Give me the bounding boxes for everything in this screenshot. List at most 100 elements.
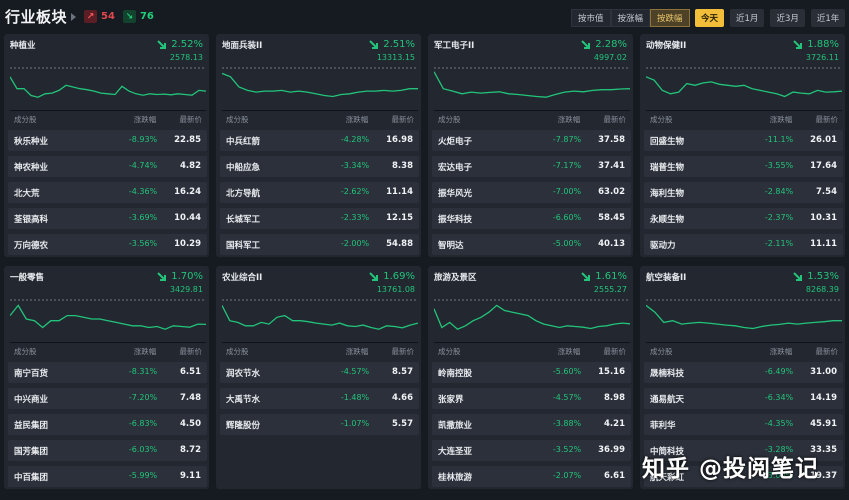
stock-row[interactable]: 火炬电子 -7.87% 37.58 xyxy=(432,130,631,151)
sort-by-market-cap-button[interactable]: 按市值 xyxy=(571,9,611,27)
col-price: 最新价 xyxy=(603,347,627,356)
range-1y-button[interactable]: 近1年 xyxy=(810,9,846,27)
stock-row[interactable]: 航天彩虹 -3.00% 19.37 xyxy=(644,466,843,487)
stock-price: 15.16 xyxy=(598,367,625,377)
column-header: 成分股 涨跌幅 最新价 xyxy=(646,346,842,358)
stock-name: 国芳集团 xyxy=(14,447,49,457)
stock-row[interactable]: 大连圣亚 -3.52% 36.99 xyxy=(432,440,631,461)
sort-by-loss-button[interactable]: 按跌幅 xyxy=(650,9,690,27)
stock-name: 中船应急 xyxy=(226,163,261,173)
stock-row[interactable]: 万向德农 -3.56% 10.29 xyxy=(8,234,207,255)
col-price: 最新价 xyxy=(603,115,627,124)
stock-row[interactable]: 秋乐种业 -8.93% 22.85 xyxy=(8,130,207,151)
stock-row[interactable]: 中船应急 -3.34% 8.38 xyxy=(220,156,419,177)
stock-row[interactable]: 中兴商业 -7.20% 7.48 xyxy=(8,388,207,409)
divider xyxy=(646,342,842,343)
stock-row[interactable]: 海利生物 -2.84% 7.54 xyxy=(644,182,843,203)
column-header: 成分股 涨跌幅 最新价 xyxy=(222,346,418,358)
stock-change: -3.00% xyxy=(764,471,794,480)
stock-change: -3.56% xyxy=(128,239,158,248)
stock-list: 中兵红箭 -4.28% 16.98 中船应急 -3.34% 8.38 北方导航 … xyxy=(220,130,419,260)
stock-price: 63.02 xyxy=(598,187,625,197)
stock-row[interactable]: 永顺生物 -2.37% 10.31 xyxy=(644,208,843,229)
stock-list: 南宁百货 -8.31% 6.51 中兴商业 -7.20% 7.48 益民集团 -… xyxy=(8,362,207,492)
col-stock: 成分股 xyxy=(226,347,249,356)
stock-row[interactable]: 智明达 -5.00% 40.13 xyxy=(432,234,631,255)
range-3m-button[interactable]: 近3月 xyxy=(770,9,805,27)
stock-row[interactable]: 辉隆股份 -1.07% 5.57 xyxy=(220,414,419,435)
stock-row[interactable]: 国芳集团 -6.03% 8.72 xyxy=(8,440,207,461)
stock-row[interactable]: 中百集团 -5.99% 9.11 xyxy=(8,466,207,487)
stock-name: 中简科技 xyxy=(650,447,685,457)
stock-price: 45.91 xyxy=(810,419,837,429)
stock-change: -6.83% xyxy=(128,419,158,428)
stock-price: 19.37 xyxy=(810,471,837,481)
stock-change: -5.00% xyxy=(552,239,582,248)
stock-row[interactable]: 神农种业 -4.74% 4.82 xyxy=(8,156,207,177)
stock-change: -6.49% xyxy=(764,367,794,376)
sector-index-value: 8268.39 xyxy=(805,285,839,294)
stock-change: -8.93% xyxy=(128,135,158,144)
stock-change: -2.33% xyxy=(340,213,370,222)
stock-price: 33.35 xyxy=(810,445,837,455)
sector-card[interactable]: 动物保健II 1.88% 3726.11 成分股 涨跌幅 最新价 回盛生物 -1… xyxy=(640,34,845,257)
stock-name: 驱动力 xyxy=(650,241,676,251)
sector-card[interactable]: 旅游及景区 1.61% 2555.27 成分股 涨跌幅 最新价 岭南控股 -5.… xyxy=(428,266,633,489)
range-1m-button[interactable]: 近1月 xyxy=(730,9,765,27)
stock-row[interactable]: 晟楠科技 -6.49% 31.00 xyxy=(644,362,843,383)
stock-change: -8.31% xyxy=(128,367,158,376)
stock-price: 9.11 xyxy=(180,471,201,481)
sector-card[interactable]: 一般零售 1.70% 3429.81 成分股 涨跌幅 最新价 南宁百货 -8.3… xyxy=(4,266,209,489)
play-icon[interactable] xyxy=(71,12,77,21)
sort-by-gain-button[interactable]: 按涨幅 xyxy=(610,9,651,27)
sector-card[interactable]: 地面兵装II 2.51% 13313.15 成分股 涨跌幅 最新价 中兵红箭 -… xyxy=(216,34,421,257)
stock-row[interactable]: 国科军工 -2.00% 54.88 xyxy=(220,234,419,255)
sector-name: 一般零售 xyxy=(10,273,45,283)
stock-row[interactable]: 振华风光 -7.00% 63.02 xyxy=(432,182,631,203)
watermark: 知乎 @投阅笔记 xyxy=(642,456,820,482)
stock-row[interactable]: 岭南控股 -5.60% 15.16 xyxy=(432,362,631,383)
stock-change: -6.03% xyxy=(128,445,158,454)
stock-price: 11.14 xyxy=(386,187,413,197)
stock-row[interactable]: 瑞普生物 -3.55% 17.64 xyxy=(644,156,843,177)
stock-name: 通易航天 xyxy=(650,395,685,405)
arrow-down-icon xyxy=(793,271,803,281)
stock-row[interactable]: 北大荒 -4.36% 16.24 xyxy=(8,182,207,203)
stock-row[interactable]: 北方导航 -2.62% 11.14 xyxy=(220,182,419,203)
stock-row[interactable]: 桂林旅游 -2.07% 6.61 xyxy=(432,466,631,487)
stock-row[interactable]: 菲利华 -4.35% 45.91 xyxy=(644,414,843,435)
stock-row[interactable]: 南宁百货 -8.31% 6.51 xyxy=(8,362,207,383)
stock-row[interactable]: 通易航天 -6.34% 14.19 xyxy=(644,388,843,409)
stock-row[interactable]: 中简科技 -3.28% 33.35 xyxy=(644,440,843,461)
stock-row[interactable]: 回盛生物 -11.1% 26.01 xyxy=(644,130,843,151)
stock-row[interactable]: 润农节水 -4.57% 8.57 xyxy=(220,362,419,383)
stock-price: 54.88 xyxy=(386,239,413,249)
sector-card[interactable]: 种植业 2.52% 2578.13 成分股 涨跌幅 最新价 秋乐种业 -8.93… xyxy=(4,34,209,257)
stock-row[interactable]: 中兵红箭 -4.28% 16.98 xyxy=(220,130,419,151)
stock-row[interactable]: 张家界 -4.57% 8.98 xyxy=(432,388,631,409)
sector-card[interactable]: 农业综合II 1.69% 13761.08 成分股 涨跌幅 最新价 润农节水 -… xyxy=(216,266,421,489)
sector-name: 军工电子II xyxy=(434,41,475,51)
sector-card[interactable]: 军工电子II 2.28% 4997.02 成分股 涨跌幅 最新价 火炬电子 -7… xyxy=(428,34,633,257)
range-today-button[interactable]: 今天 xyxy=(695,9,725,27)
sector-change-value: 2.28% xyxy=(595,39,627,50)
stock-name: 神农种业 xyxy=(14,163,49,173)
stock-row[interactable]: 大禹节水 -1.48% 4.66 xyxy=(220,388,419,409)
stock-change: -4.57% xyxy=(552,393,582,402)
stock-price: 17.64 xyxy=(810,161,837,171)
stock-row[interactable]: 长城军工 -2.33% 12.15 xyxy=(220,208,419,229)
sparkline-chart xyxy=(222,299,418,330)
sector-change-value: 2.52% xyxy=(171,39,203,50)
stock-row[interactable]: 益民集团 -6.83% 4.50 xyxy=(8,414,207,435)
stock-price: 4.82 xyxy=(180,161,201,171)
stock-row[interactable]: 驱动力 -2.11% 11.11 xyxy=(644,234,843,255)
stock-row[interactable]: 振华科技 -6.60% 58.45 xyxy=(432,208,631,229)
stock-price: 37.58 xyxy=(598,135,625,145)
stock-row[interactable]: 凯撒旅业 -3.88% 4.21 xyxy=(432,414,631,435)
sector-card[interactable]: 航空装备II 1.53% 8268.39 成分股 涨跌幅 最新价 晟楠科技 -6… xyxy=(640,266,845,489)
stock-change: -4.28% xyxy=(340,135,370,144)
stock-row[interactable]: 荃银高科 -3.69% 10.44 xyxy=(8,208,207,229)
sector-index-value: 3429.81 xyxy=(169,285,203,294)
sparkline-chart xyxy=(646,299,842,330)
stock-row[interactable]: 宏达电子 -7.17% 37.41 xyxy=(432,156,631,177)
